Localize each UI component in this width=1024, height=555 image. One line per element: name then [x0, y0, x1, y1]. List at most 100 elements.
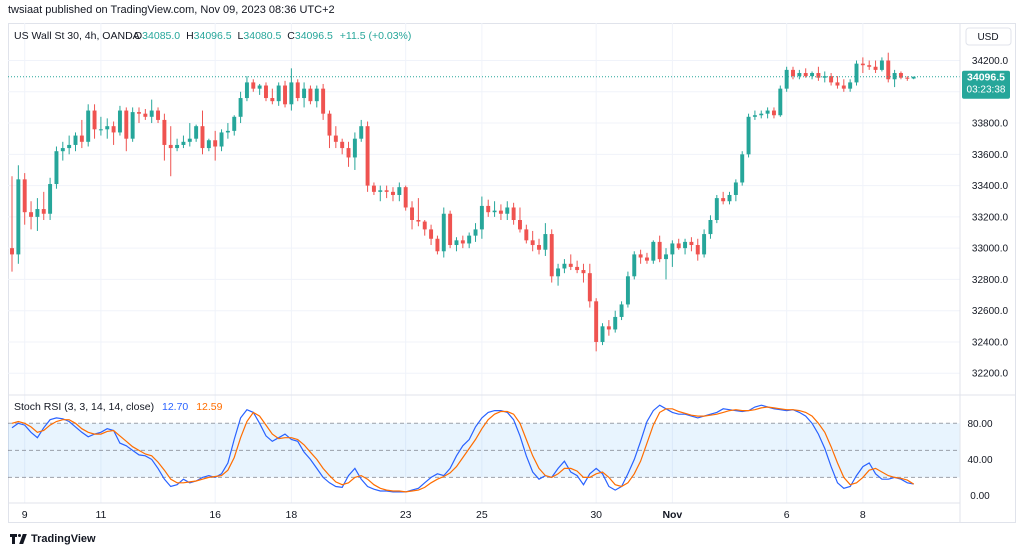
candle-body	[410, 207, 414, 220]
candle	[759, 110, 764, 119]
candle	[225, 123, 230, 139]
candle-body	[524, 229, 529, 241]
candle-body	[441, 213, 446, 252]
candle	[721, 191, 726, 205]
candle-body	[498, 210, 503, 214]
candle-body	[232, 116, 237, 131]
candlestick-series	[8, 52, 960, 352]
candle-body	[740, 154, 745, 183]
candle	[854, 60, 859, 86]
candle-body	[479, 205, 484, 230]
candle-body	[810, 73, 815, 77]
currency-button[interactable]	[965, 27, 1012, 46]
price-tick-label: 33800.0	[972, 119, 1009, 130]
candle-body	[505, 207, 510, 214]
candle-body	[854, 63, 859, 83]
candle	[638, 249, 643, 264]
candle-body	[575, 266, 580, 271]
candle-body	[664, 254, 668, 260]
currency-button-label: USD	[977, 32, 998, 43]
candle	[651, 240, 656, 264]
candle	[295, 79, 300, 102]
candle-body	[657, 241, 662, 260]
price-axis: 32200.0 32400.0 32600.0 32800.0 33000.0 33200…	[967, 56, 1008, 502]
candle-body	[22, 179, 27, 213]
candle-body	[130, 112, 135, 139]
candle	[530, 230, 535, 252]
candle-body	[606, 326, 611, 330]
candle	[117, 105, 122, 136]
candle	[29, 201, 34, 230]
candle-body	[98, 129, 103, 131]
candle-body	[454, 240, 459, 246]
candle-body	[778, 88, 783, 116]
candle	[511, 202, 516, 225]
candle-body	[289, 82, 294, 105]
candle-body	[676, 243, 681, 249]
candle	[771, 107, 776, 119]
candle-body	[48, 184, 53, 214]
candle	[137, 107, 141, 124]
candle-body	[194, 126, 199, 139]
candle-body	[397, 187, 402, 195]
chart-frame	[8, 23, 1016, 523]
candle-body	[35, 209, 40, 217]
candle-body	[733, 182, 738, 195]
candle	[416, 198, 421, 227]
candle	[79, 119, 84, 149]
candle-body	[16, 179, 21, 255]
candle-body	[29, 212, 34, 217]
candle-body	[359, 126, 364, 139]
candle	[695, 238, 700, 261]
candle	[251, 79, 256, 92]
candle-body	[60, 148, 65, 152]
candle	[664, 248, 668, 280]
candle-body	[537, 245, 541, 250]
candle	[905, 76, 910, 81]
candle	[708, 215, 713, 239]
candle	[911, 76, 916, 80]
candle	[276, 82, 281, 106]
candle	[86, 104, 91, 147]
rsi-legend: Stoch RSI (3, 3, 14, 14, close) 12.70 12…	[14, 401, 223, 413]
candle	[752, 110, 757, 120]
candle-body	[784, 69, 789, 89]
candle-body	[689, 241, 694, 246]
candle	[898, 71, 903, 80]
candle	[486, 199, 491, 217]
tradingview-logo-icon	[10, 534, 27, 544]
candle	[206, 138, 211, 152]
time-tick-label: 6	[784, 509, 790, 521]
candle-body	[867, 65, 872, 67]
candle	[143, 108, 148, 120]
legend-symbol: US Wall St 30, 4h, OANDA	[14, 30, 140, 42]
candle	[410, 201, 414, 230]
candle	[746, 113, 751, 158]
candle	[333, 126, 338, 149]
footer-brand[interactable]: TradingView	[10, 533, 96, 545]
candle-body	[587, 273, 592, 302]
candle	[797, 69, 802, 80]
time-tick-label: 30	[590, 509, 602, 521]
candle	[60, 141, 65, 161]
candle	[92, 104, 97, 139]
candle-body	[835, 82, 840, 86]
candle-body	[771, 110, 776, 116]
candle-body	[911, 76, 916, 79]
candle-body	[797, 73, 802, 77]
candle-body	[302, 88, 307, 99]
candle	[264, 82, 268, 102]
candle-body	[721, 198, 726, 202]
candle-body	[346, 148, 351, 158]
candle-body	[816, 73, 821, 78]
stoch-rsi-pane	[8, 404, 960, 493]
candle-body	[695, 245, 700, 255]
candle-body	[67, 144, 72, 149]
candle	[816, 66, 821, 81]
time-tick-label: 25	[476, 509, 488, 521]
candle	[740, 151, 745, 186]
candle-body	[898, 73, 903, 78]
candle	[587, 263, 592, 308]
candle-body	[73, 135, 78, 145]
